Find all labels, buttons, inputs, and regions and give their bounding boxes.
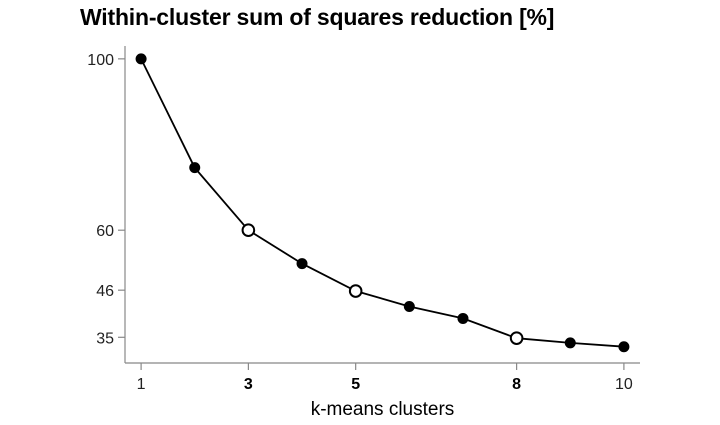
data-point bbox=[457, 312, 469, 324]
data-point bbox=[618, 341, 630, 353]
series-line bbox=[140, 58, 624, 348]
chart-title: Within-cluster sum of squares reduction … bbox=[80, 4, 555, 30]
data-point bbox=[403, 300, 415, 312]
y-tick-label: 60 bbox=[96, 223, 114, 240]
x-axis-label: k-means clusters bbox=[311, 399, 455, 420]
data-point bbox=[564, 337, 576, 349]
data-point-highlighted bbox=[348, 284, 363, 298]
x-tick-label: 10 bbox=[615, 376, 633, 393]
data-point bbox=[135, 53, 147, 65]
y-tick-label: 100 bbox=[87, 52, 114, 69]
x-tick-label: 1 bbox=[137, 376, 146, 393]
y-tick-label: 46 bbox=[96, 283, 114, 300]
x-tick-label: 8 bbox=[512, 376, 521, 393]
x-tick-label: 5 bbox=[351, 376, 360, 393]
data-point bbox=[296, 258, 308, 270]
x-tick-label: 3 bbox=[244, 376, 253, 393]
y-ticks: 100 60 46 35 bbox=[87, 52, 125, 347]
data-point-highlighted bbox=[241, 223, 256, 238]
x-ticks: 1 3 5 8 10 bbox=[137, 363, 633, 393]
y-tick-label: 35 bbox=[96, 330, 114, 347]
data-point bbox=[189, 162, 201, 174]
data-point-highlighted bbox=[509, 331, 524, 345]
data-points bbox=[135, 53, 630, 353]
